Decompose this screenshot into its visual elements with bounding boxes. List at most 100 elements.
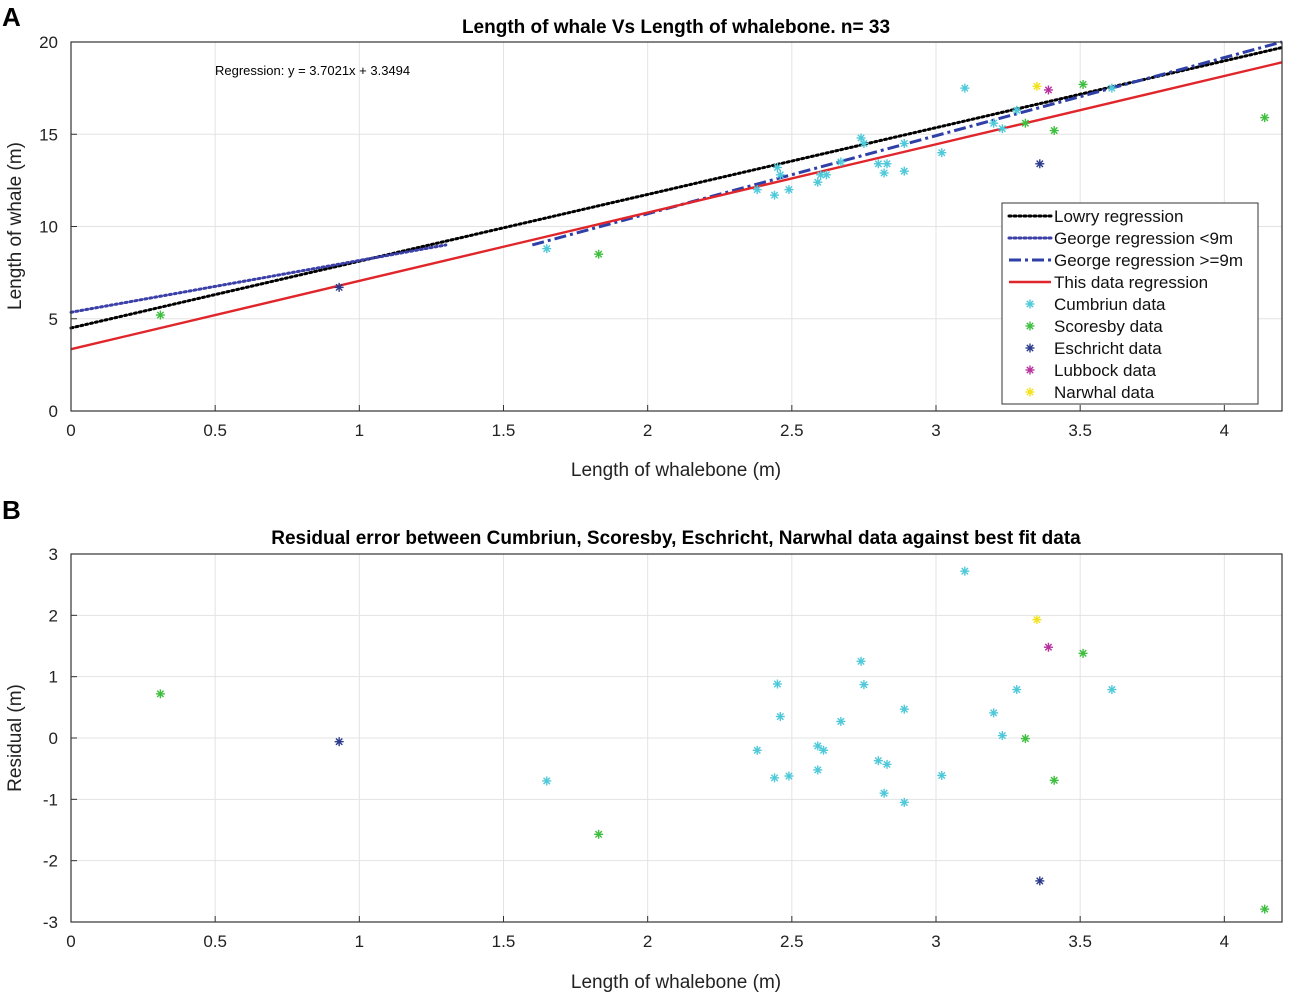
panel-b-y-axis-label: Residual (m) (5, 684, 26, 792)
data-point (542, 244, 552, 254)
data-point (960, 83, 970, 93)
x-tick-label: 0.5 (203, 932, 227, 951)
x-tick-label: 3 (931, 421, 940, 440)
data-point (1049, 775, 1059, 785)
data-point (879, 168, 889, 178)
x-tick-label: 0 (66, 932, 75, 951)
x-tick-label: 2.5 (780, 421, 804, 440)
data-point (1078, 79, 1088, 89)
data-point (1043, 85, 1053, 95)
data-point (899, 797, 909, 807)
panel-b-title: Residual error between Cumbriun, Scoresb… (271, 528, 1081, 549)
data-point (859, 138, 869, 148)
regression-equation-annotation: Regression: y = 3.7021x + 3.3494 (215, 63, 410, 78)
data-point (836, 157, 846, 167)
data-point (770, 190, 780, 200)
x-tick-label: 1 (355, 421, 364, 440)
data-point (882, 759, 892, 769)
data-point (334, 737, 344, 747)
data-point (989, 118, 999, 128)
y-tick-label: 3 (49, 545, 58, 564)
x-tick-label: 3.5 (1068, 932, 1092, 951)
data-point (997, 124, 1007, 134)
legend-entry: Narwhal data (1025, 383, 1155, 402)
y-tick-label: -2 (43, 852, 58, 871)
data-point (1020, 734, 1030, 744)
y-tick-label: 0 (49, 402, 58, 421)
data-point (784, 185, 794, 195)
data-point (1035, 876, 1045, 886)
data-point (1020, 118, 1030, 128)
data-point (1260, 904, 1270, 914)
data-point (770, 773, 780, 783)
data-point (1032, 81, 1042, 91)
panel-a-label: A (2, 2, 21, 32)
x-tick-label: 1.5 (492, 932, 516, 951)
data-point (1035, 159, 1045, 169)
panel-b-x-axis-label: Length of whalebone (m) (571, 972, 781, 993)
panel-b-chart: B Residual error between Cumbriun, Score… (2, 495, 1283, 993)
legend-entry: Lowry regression (1007, 207, 1183, 226)
data-point (899, 138, 909, 148)
data-point (882, 159, 892, 169)
data-point (1049, 126, 1059, 136)
panel-b-data-points (155, 566, 1270, 914)
data-point (1032, 615, 1042, 625)
y-tick-label: 20 (39, 33, 58, 52)
data-point (775, 712, 785, 722)
legend-label: Lowry regression (1054, 207, 1183, 226)
data-point (899, 166, 909, 176)
data-point (1012, 105, 1022, 115)
data-point (594, 249, 604, 259)
legend-label: This data regression (1054, 273, 1208, 292)
data-point (1260, 113, 1270, 123)
y-tick-label: 1 (49, 668, 58, 687)
data-point (997, 731, 1007, 741)
panel-a-data-points (155, 79, 1270, 320)
x-tick-label: 4 (1220, 932, 1229, 951)
panel-b-tick-labels: 0 0.5 1 1.5 2 2.5 3 3.5 4 -3 -2 -1 0 1 2 3 (43, 545, 1229, 951)
data-point (819, 745, 829, 755)
y-tick-label: -1 (43, 790, 58, 809)
panel-a-regression-lines (69, 40, 1284, 351)
legend-label: George regression <9m (1054, 229, 1233, 248)
data-point (873, 756, 883, 766)
data-point (542, 776, 552, 786)
panel-a-chart: A Length of whale Vs Length of whalebone… (2, 2, 1284, 481)
legend-label: Cumbriun data (1054, 295, 1166, 314)
x-tick-label: 0.5 (203, 421, 227, 440)
legend-label: Eschricht data (1054, 339, 1162, 358)
panel-a-legend: Lowry regression George regression <9m Geo… (1001, 202, 1259, 405)
data-point (1012, 685, 1022, 695)
x-tick-label: 4 (1220, 421, 1229, 440)
y-tick-label: 5 (49, 310, 58, 329)
regression-line-this-data-regression (70, 61, 1283, 351)
panel-a-y-axis-label: Length of whale (m) (5, 142, 26, 310)
legend-entry: This data regression (1009, 273, 1208, 292)
legend-label: Scoresby data (1054, 317, 1163, 336)
y-tick-label: 10 (39, 218, 58, 237)
y-tick-label: 2 (49, 606, 58, 625)
y-tick-label: 15 (39, 125, 58, 144)
panel-a-tick-labels: 0 0.5 1 1.5 2 2.5 3 3.5 4 0 5 10 15 20 (39, 33, 1229, 440)
data-point (856, 656, 866, 666)
data-point (752, 745, 762, 755)
x-tick-label: 0 (66, 421, 75, 440)
data-point (752, 185, 762, 195)
legend-marker-swatch (1025, 321, 1035, 331)
data-point (836, 716, 846, 726)
legend-label: Narwhal data (1054, 383, 1155, 402)
data-point (784, 771, 794, 781)
regression-line-george-regression-9m (69, 243, 448, 314)
legend-entry: George regression >=9m (1009, 251, 1243, 270)
x-tick-label: 2 (643, 421, 652, 440)
legend-label: George regression >=9m (1054, 251, 1243, 270)
data-point (879, 788, 889, 798)
data-point (960, 566, 970, 576)
x-tick-label: 1 (355, 932, 364, 951)
x-tick-label: 3.5 (1068, 421, 1092, 440)
x-tick-label: 1.5 (492, 421, 516, 440)
regression-line-lowry-regression (69, 46, 1284, 330)
data-point (775, 170, 785, 180)
